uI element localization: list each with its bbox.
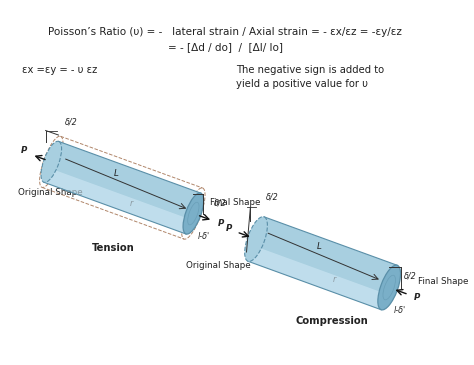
Text: Final Shape: Final Shape (418, 277, 468, 286)
Polygon shape (248, 246, 387, 310)
Text: P: P (21, 146, 27, 155)
Text: δ/2: δ/2 (265, 193, 278, 202)
Ellipse shape (378, 265, 401, 310)
Text: Original Shape: Original Shape (18, 188, 83, 197)
Text: δ/2: δ/2 (404, 271, 417, 280)
Text: Poisson’s Ratio (υ) = -   lateral strain / Axial strain = - εx/εz = -εy/εz: Poisson’s Ratio (υ) = - lateral strain /… (48, 27, 402, 37)
Text: l-δ': l-δ' (394, 306, 406, 315)
Polygon shape (248, 217, 397, 310)
Text: l-δ': l-δ' (198, 232, 210, 241)
Text: Compression: Compression (296, 316, 368, 326)
Text: δ/2: δ/2 (64, 118, 77, 127)
Text: L: L (114, 169, 119, 178)
Text: Original Shape: Original Shape (186, 261, 251, 270)
Text: r: r (332, 275, 336, 284)
Ellipse shape (245, 217, 267, 261)
Ellipse shape (183, 193, 204, 234)
Text: The negative sign is added to
yield a positive value for υ: The negative sign is added to yield a po… (236, 65, 384, 89)
Polygon shape (44, 168, 191, 234)
Text: Final Shape: Final Shape (210, 198, 261, 207)
Text: P: P (226, 224, 232, 233)
Polygon shape (44, 141, 201, 234)
Text: L: L (317, 242, 321, 251)
Text: = - [Δd / do]  /  [Δl/ lo]: = - [Δd / do] / [Δl/ lo] (168, 42, 283, 52)
Text: εx =εy = - υ εz: εx =εy = - υ εz (22, 65, 98, 75)
Text: Tension: Tension (91, 243, 134, 253)
Text: r: r (130, 199, 133, 208)
Text: P: P (413, 293, 420, 302)
Ellipse shape (41, 141, 62, 182)
Text: P: P (218, 219, 224, 228)
Text: δ/2: δ/2 (214, 198, 227, 207)
